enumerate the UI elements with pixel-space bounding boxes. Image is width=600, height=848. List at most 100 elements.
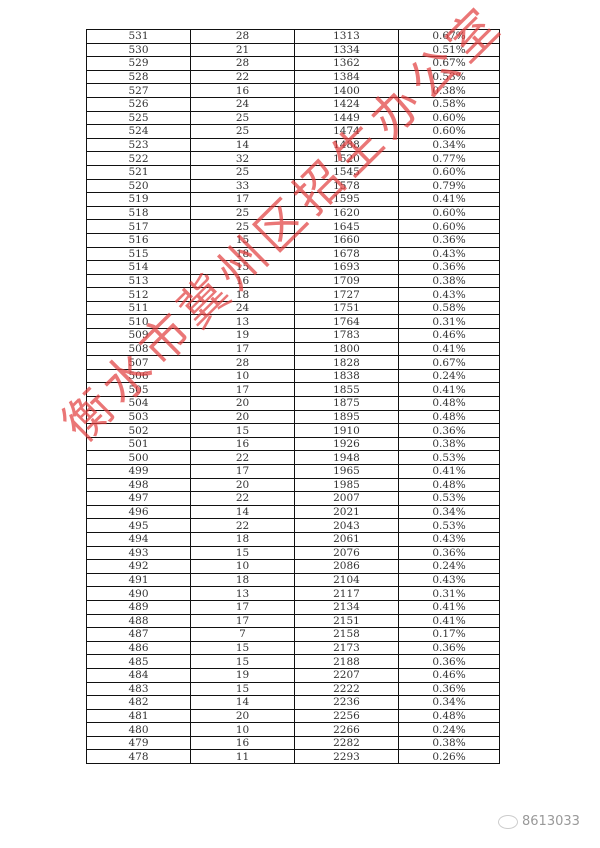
score-cell: 505: [86, 382, 191, 398]
score-cell: 516: [86, 232, 191, 248]
cumulative-cell: 2104: [294, 572, 399, 588]
percent-cell: 0.38%: [398, 735, 500, 751]
percent-cell: 0.36%: [398, 681, 500, 697]
table-row: 503 20 1895 0.48%: [86, 409, 500, 425]
cumulative-cell: 1384: [294, 69, 399, 85]
cumulative-cell: 1595: [294, 192, 399, 207]
score-cell: 478: [86, 749, 191, 765]
table-row: 523 14 1488 0.34%: [86, 137, 500, 153]
percent-cell: 0.46%: [398, 328, 500, 343]
percent-cell: 0.53%: [398, 450, 500, 465]
count-cell: 17: [190, 599, 295, 615]
count-cell: 13: [190, 586, 295, 601]
percent-cell: 0.31%: [398, 314, 500, 330]
count-cell: 14: [190, 695, 295, 710]
count-cell: 16: [190, 735, 295, 751]
cumulative-cell: 1578: [294, 178, 399, 194]
table-row: 480 10 2266 0.24%: [86, 722, 500, 737]
table-row: 526 24 1424 0.58%: [86, 96, 500, 112]
percent-cell: 0.67%: [398, 56, 500, 71]
cumulative-cell: 2256: [294, 708, 399, 724]
percent-cell: 0.41%: [398, 382, 500, 398]
percent-cell: 0.36%: [398, 260, 500, 275]
count-cell: 15: [190, 681, 295, 697]
count-cell: 24: [190, 96, 295, 112]
table-row: 489 17 2134 0.41%: [86, 599, 500, 615]
cumulative-cell: 2021: [294, 504, 399, 520]
cumulative-cell: 2134: [294, 599, 399, 615]
table-row: 520 33 1578 0.79%: [86, 178, 500, 194]
table-row: 486 15 2173 0.36%: [86, 640, 500, 656]
percent-cell: 0.43%: [398, 287, 500, 302]
score-cell: 496: [86, 504, 191, 520]
percent-cell: 0.43%: [398, 531, 500, 547]
percent-cell: 0.34%: [398, 695, 500, 710]
percent-cell: 0.46%: [398, 667, 500, 683]
count-cell: 16: [190, 273, 295, 289]
percent-cell: 0.24%: [398, 722, 500, 737]
percent-cell: 0.24%: [398, 559, 500, 574]
count-cell: 17: [190, 464, 295, 479]
table-row: 487 7 2158 0.17%: [86, 627, 500, 642]
table-row: 509 19 1783 0.46%: [86, 328, 500, 343]
count-cell: 15: [190, 232, 295, 248]
count-cell: 25: [190, 110, 295, 126]
cumulative-cell: 2207: [294, 667, 399, 683]
percent-cell: 0.36%: [398, 654, 500, 669]
count-cell: 18: [190, 572, 295, 588]
table-row: 501 16 1926 0.38%: [86, 436, 500, 452]
cumulative-cell: 1334: [294, 42, 399, 58]
cumulative-cell: 1660: [294, 232, 399, 248]
count-cell: 10: [190, 722, 295, 737]
table-row: 484 19 2207 0.46%: [86, 667, 500, 683]
percent-cell: 0.38%: [398, 273, 500, 289]
percent-cell: 0.58%: [398, 96, 500, 112]
count-cell: 28: [190, 29, 295, 44]
cumulative-cell: 1645: [294, 219, 399, 234]
count-cell: 17: [190, 192, 295, 207]
score-cell: 507: [86, 355, 191, 370]
cumulative-cell: 1751: [294, 300, 399, 316]
table-row: 527 16 1400 0.38%: [86, 83, 500, 98]
count-cell: 24: [190, 300, 295, 316]
score-cell: 482: [86, 695, 191, 710]
table-row: 518 25 1620 0.60%: [86, 205, 500, 221]
percent-cell: 0.60%: [398, 124, 500, 139]
table-row: 528 22 1384 0.53%: [86, 69, 500, 85]
table-row: 500 22 1948 0.53%: [86, 450, 500, 465]
table-row: 525 25 1449 0.60%: [86, 110, 500, 126]
count-cell: 15: [190, 260, 295, 275]
cumulative-cell: 1709: [294, 273, 399, 289]
cumulative-cell: 2222: [294, 681, 399, 697]
score-cell: 527: [86, 83, 191, 98]
cumulative-cell: 2266: [294, 722, 399, 737]
score-table: 531 28 1313 0.67% 530 21 1334 0.51% 529 28 1362 0.6…: [86, 29, 500, 765]
score-cell: 520: [86, 178, 191, 194]
score-cell: 499: [86, 464, 191, 479]
table-row: 522 32 1520 0.77%: [86, 151, 500, 166]
percent-cell: 0.67%: [398, 29, 500, 44]
table-row: 490 13 2117 0.31%: [86, 586, 500, 601]
table-row: 524 25 1474 0.60%: [86, 124, 500, 139]
table-row: 512 18 1727 0.43%: [86, 287, 500, 302]
percent-cell: 0.36%: [398, 232, 500, 248]
count-cell: 16: [190, 436, 295, 452]
count-cell: 19: [190, 667, 295, 683]
cumulative-cell: 1800: [294, 341, 399, 357]
score-cell: 511: [86, 300, 191, 316]
score-cell: 508: [86, 341, 191, 357]
cumulative-cell: 2151: [294, 613, 399, 629]
percent-cell: 0.38%: [398, 83, 500, 98]
table-row: 516 15 1660 0.36%: [86, 232, 500, 248]
percent-cell: 0.31%: [398, 586, 500, 601]
score-cell: 510: [86, 314, 191, 330]
table-row: 515 18 1678 0.43%: [86, 246, 500, 262]
cumulative-cell: 1895: [294, 409, 399, 425]
table-row: 508 17 1800 0.41%: [86, 341, 500, 357]
cumulative-cell: 1620: [294, 205, 399, 221]
score-cell: 519: [86, 192, 191, 207]
cumulative-cell: 1875: [294, 396, 399, 411]
cumulative-cell: 1727: [294, 287, 399, 302]
count-cell: 17: [190, 341, 295, 357]
count-cell: 20: [190, 396, 295, 411]
